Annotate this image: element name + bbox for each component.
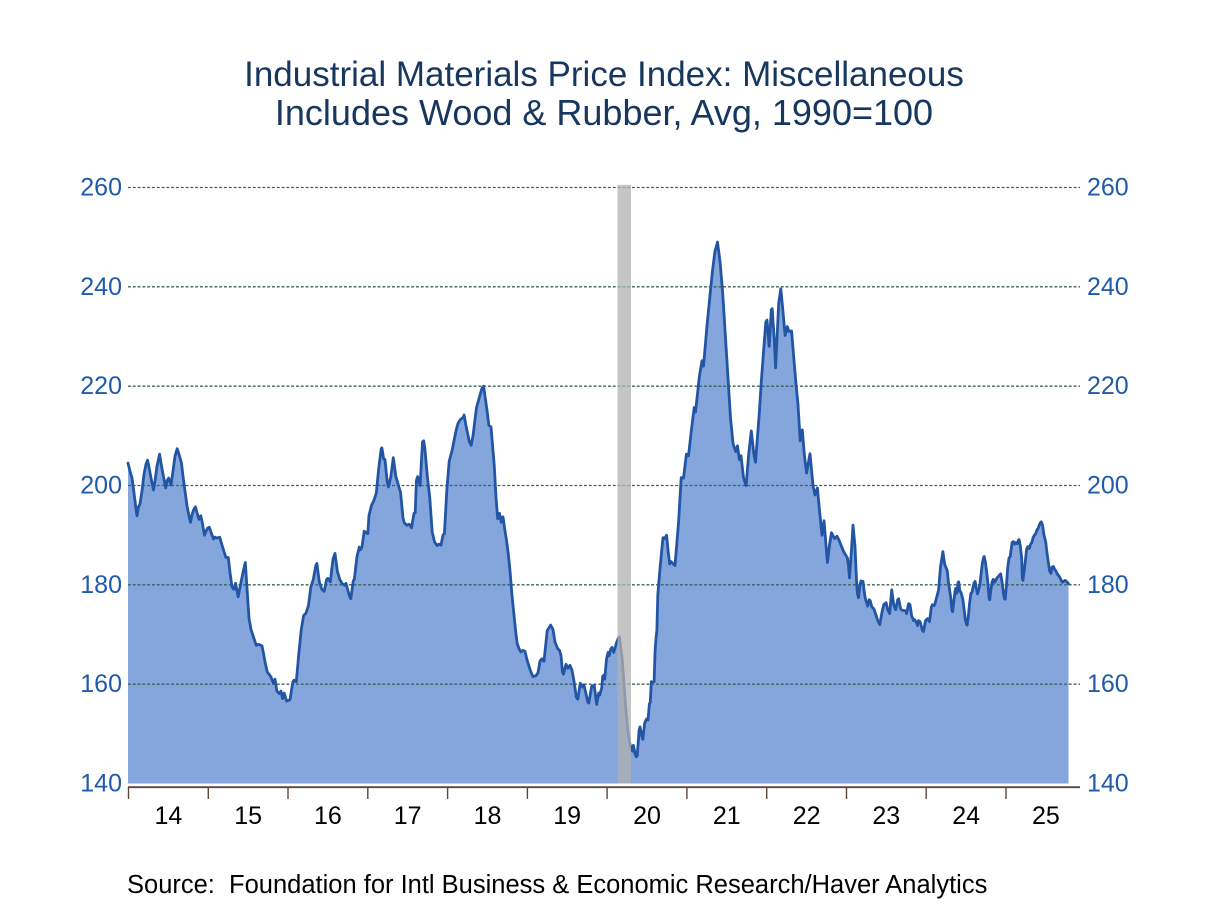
svg-text:24: 24 <box>952 802 980 830</box>
svg-text:140: 140 <box>1087 770 1129 798</box>
svg-text:Source: Foundation for Intl B: Source: Foundation for Intl Business & E… <box>127 871 987 899</box>
svg-text:260: 260 <box>80 174 122 202</box>
svg-text:180: 180 <box>1087 571 1129 599</box>
svg-text:16: 16 <box>314 802 342 830</box>
svg-text:23: 23 <box>872 802 900 830</box>
svg-text:Industrial Materials Price Ind: Industrial Materials Price Index: Miscel… <box>244 55 964 94</box>
svg-text:14: 14 <box>154 802 182 830</box>
svg-text:200: 200 <box>80 472 122 500</box>
svg-text:240: 240 <box>80 273 122 301</box>
svg-text:180: 180 <box>80 571 122 599</box>
svg-text:220: 220 <box>80 372 122 400</box>
svg-text:25: 25 <box>1032 802 1060 830</box>
svg-text:17: 17 <box>394 802 422 830</box>
svg-text:260: 260 <box>1087 174 1129 202</box>
svg-text:Includes Wood & Rubber, Avg, 1: Includes Wood & Rubber, Avg, 1990=100 <box>275 92 933 133</box>
svg-text:140: 140 <box>80 770 122 798</box>
svg-text:18: 18 <box>474 802 502 830</box>
svg-text:220: 220 <box>1087 372 1129 400</box>
svg-text:15: 15 <box>234 802 262 830</box>
svg-text:21: 21 <box>713 802 741 830</box>
svg-text:240: 240 <box>1087 273 1129 301</box>
svg-text:200: 200 <box>1087 472 1129 500</box>
svg-text:19: 19 <box>553 802 581 830</box>
svg-text:160: 160 <box>80 670 122 698</box>
svg-text:160: 160 <box>1087 670 1129 698</box>
svg-text:22: 22 <box>793 802 821 830</box>
svg-text:20: 20 <box>633 802 661 830</box>
